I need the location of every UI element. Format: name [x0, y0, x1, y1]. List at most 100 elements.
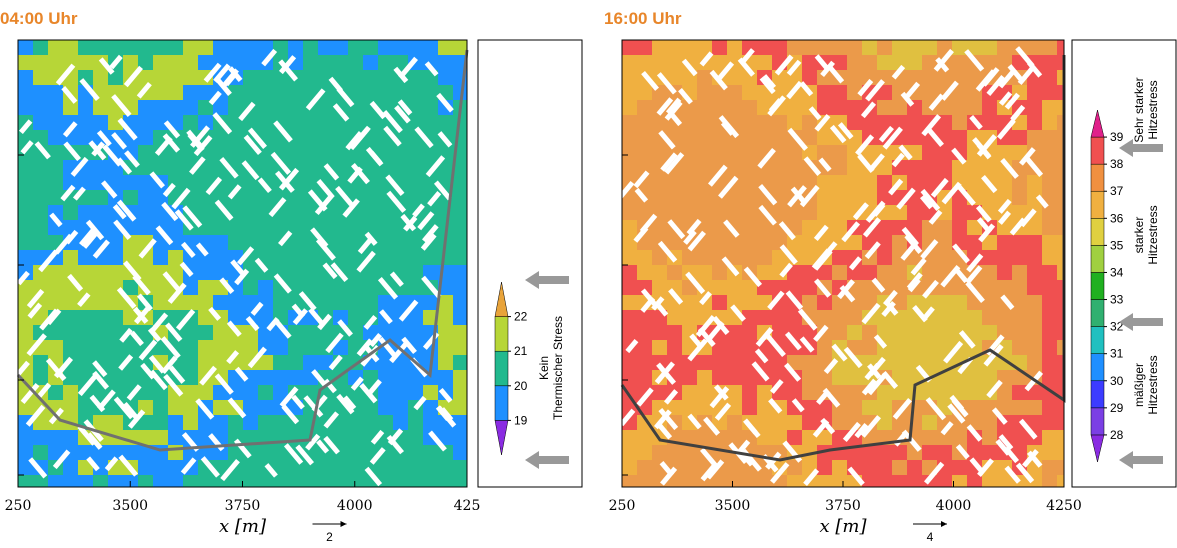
- field-cell: [78, 265, 93, 280]
- field-cell: [288, 100, 303, 115]
- building: [315, 238, 336, 261]
- field-cell: [637, 55, 652, 70]
- field-cell: [877, 400, 892, 415]
- x-tick-label: 4250: [1046, 498, 1082, 514]
- building: [633, 226, 649, 243]
- field-cell: [363, 190, 378, 205]
- field-cell: [363, 400, 378, 415]
- field-cell: [243, 265, 258, 280]
- field-cell: [393, 235, 408, 250]
- building: [386, 434, 404, 455]
- field-cell: [333, 250, 348, 265]
- building: [787, 185, 807, 208]
- building: [921, 114, 942, 137]
- building: [925, 397, 947, 421]
- field-cell: [1057, 55, 1064, 70]
- field-cell: [243, 415, 258, 430]
- field-cell: [877, 85, 892, 100]
- field-cell: [802, 130, 817, 145]
- field-cell: [258, 160, 273, 175]
- building: [424, 61, 439, 77]
- field-cell: [997, 385, 1012, 400]
- field-cell: [288, 85, 303, 100]
- field-cell: [93, 265, 108, 280]
- building: [149, 171, 165, 189]
- field-cell: [123, 445, 138, 460]
- field-cell: [288, 370, 303, 385]
- field-cell: [727, 190, 742, 205]
- building: [786, 59, 802, 76]
- building: [219, 277, 235, 294]
- building: [311, 369, 328, 388]
- field-cell: [108, 85, 123, 100]
- field-cell: [1057, 235, 1064, 250]
- field-cell: [892, 265, 907, 280]
- field-cell: [33, 40, 48, 55]
- field-cell: [697, 145, 712, 160]
- field-cell: [33, 85, 48, 100]
- field-cell: [877, 250, 892, 265]
- field-cell: [108, 115, 123, 130]
- field-cell: [153, 400, 168, 415]
- field-cell: [228, 115, 243, 130]
- field-cell: [772, 250, 787, 265]
- field-cell: [153, 280, 168, 295]
- building: [972, 137, 992, 159]
- field-cell: [168, 460, 183, 475]
- field-cell: [48, 145, 63, 160]
- building: [179, 261, 194, 278]
- field-cell: [922, 445, 937, 460]
- field-cell: [393, 385, 408, 400]
- field-cell: [183, 55, 198, 70]
- field-cell: [453, 445, 467, 460]
- field-cell: [742, 475, 757, 487]
- field-cell: [453, 175, 467, 190]
- field-cell: [847, 370, 862, 385]
- field-cell: [712, 100, 727, 115]
- building: [718, 115, 740, 139]
- field-cell: [1027, 40, 1042, 55]
- building: [295, 444, 315, 466]
- field-cell: [78, 355, 93, 370]
- field-cell: [877, 310, 892, 325]
- building: [398, 56, 418, 80]
- field-cell: [78, 325, 93, 340]
- field-cell: [832, 55, 847, 70]
- field-cell: [907, 340, 922, 355]
- building: [336, 393, 355, 415]
- field-cell: [727, 325, 742, 340]
- building: [803, 156, 822, 176]
- field-cell: [1057, 430, 1064, 445]
- building: [786, 80, 803, 100]
- field-cell: [333, 415, 348, 430]
- field-cell: [622, 85, 637, 100]
- field-cell: [787, 115, 802, 130]
- field-cell: [183, 145, 198, 160]
- field-cell: [982, 280, 997, 295]
- field-cell: [937, 280, 952, 295]
- field-cell: [727, 400, 742, 415]
- building: [697, 327, 716, 347]
- field-cell: [697, 385, 712, 400]
- field-cell: [258, 475, 273, 487]
- field-cell: [877, 475, 892, 487]
- field-cell: [168, 265, 183, 280]
- field-cell: [742, 100, 757, 115]
- building: [892, 398, 912, 420]
- field-cell: [198, 445, 213, 460]
- field-cell: [168, 400, 183, 415]
- field-cell: [907, 475, 922, 487]
- field-cell: [18, 280, 33, 295]
- field-cell: [892, 445, 907, 460]
- field-cell: [697, 40, 712, 55]
- field-cell: [303, 70, 318, 85]
- field-cell: [378, 70, 393, 85]
- field-cell: [288, 235, 303, 250]
- field-cell: [198, 415, 213, 430]
- field-cell: [1057, 40, 1064, 55]
- field-cell: [453, 355, 467, 370]
- field-cell: [408, 280, 423, 295]
- field-cell: [817, 145, 832, 160]
- field-cell: [832, 295, 847, 310]
- field-cell: [832, 205, 847, 220]
